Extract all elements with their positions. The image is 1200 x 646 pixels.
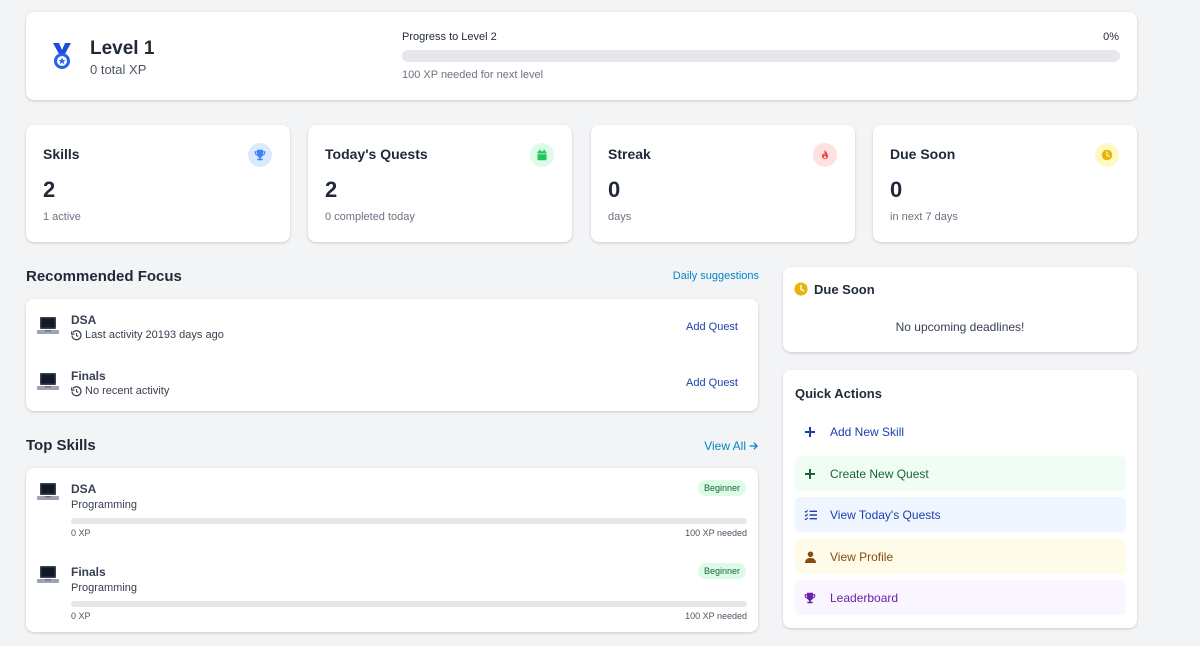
focus-activity: Last activity 20193 days ago bbox=[71, 329, 224, 341]
view-profile-label: View Profile bbox=[830, 549, 894, 564]
leaderboard-label: Leaderboard bbox=[830, 590, 899, 605]
due-soon-title: Due Soon bbox=[814, 282, 875, 297]
add-new-skill-button[interactable]: Add New Skill bbox=[795, 414, 1126, 449]
top-skills-card: DSA Programming Beginner 0 XP 100 XP nee… bbox=[26, 468, 758, 632]
recommended-focus-title: Recommended Focus bbox=[26, 268, 182, 285]
fire-icon bbox=[813, 143, 837, 167]
view-all-link[interactable]: View All bbox=[704, 439, 759, 453]
list-check-icon bbox=[802, 507, 818, 523]
view-profile-button[interactable]: View Profile bbox=[795, 539, 1126, 574]
stat-card-due-soon: Due Soon 0 in next 7 days bbox=[873, 125, 1137, 242]
focus-activity-text: No recent activity bbox=[85, 385, 170, 397]
skill-xp-needed: 100 XP needed bbox=[685, 528, 747, 538]
skill-level-badge: Beginner bbox=[697, 480, 746, 496]
daily-suggestions-link[interactable]: Daily suggestions bbox=[672, 270, 759, 282]
leaderboard-button[interactable]: Leaderboard bbox=[795, 580, 1126, 615]
view-all-label: View All bbox=[704, 439, 746, 453]
stat-sub: days bbox=[608, 211, 632, 223]
stat-value: 2 bbox=[43, 177, 56, 202]
medal-icon bbox=[53, 43, 71, 69]
stat-sub: in next 7 days bbox=[890, 211, 958, 223]
skill-xp-needed: 100 XP needed bbox=[685, 611, 747, 621]
focus-activity: No recent activity bbox=[71, 385, 169, 397]
progress-percent: 0% bbox=[1103, 31, 1119, 43]
skill-name: Finals bbox=[71, 565, 106, 579]
skill-xp: 0 XP bbox=[71, 528, 91, 538]
focus-skill-name: DSA bbox=[71, 313, 97, 327]
skill-category: Programming bbox=[71, 499, 138, 511]
stat-sub: 0 completed today bbox=[325, 211, 415, 223]
recommended-focus-card: DSA Last activity 20193 days ago Add Que… bbox=[26, 299, 758, 411]
skill-progress-bar bbox=[71, 518, 747, 524]
stat-sub: 1 active bbox=[43, 211, 81, 223]
total-xp: 0 total XP bbox=[90, 62, 147, 77]
clock-icon bbox=[1095, 143, 1119, 167]
due-soon-card: Due Soon No upcoming deadlines! bbox=[783, 267, 1137, 352]
focus-activity-text: Last activity 20193 days ago bbox=[85, 329, 224, 341]
view-todays-quests-label: View Today's Quests bbox=[830, 507, 941, 522]
stat-title: Today's Quests bbox=[325, 146, 428, 162]
stat-title: Due Soon bbox=[890, 146, 956, 162]
stat-value: 0 bbox=[608, 177, 621, 202]
skill-progress-bar bbox=[71, 601, 747, 607]
level-progress-bar bbox=[402, 50, 1120, 62]
create-new-quest-label: Create New Quest bbox=[830, 466, 929, 481]
stat-card-quests: Today's Quests 2 0 completed today bbox=[308, 125, 572, 242]
trophy-icon bbox=[248, 143, 272, 167]
top-skills-title: Top Skills bbox=[26, 437, 96, 454]
level-card: Level 1 0 total XP Progress to Level 2 0… bbox=[26, 12, 1137, 100]
calendar-icon bbox=[530, 143, 554, 167]
add-new-skill-label: Add New Skill bbox=[830, 424, 905, 439]
stat-card-streak: Streak 0 days bbox=[591, 125, 855, 242]
arrow-right-icon bbox=[749, 442, 759, 450]
progress-label: Progress to Level 2 bbox=[402, 31, 497, 43]
laptop-icon bbox=[37, 373, 59, 390]
skill-level-badge: Beginner bbox=[697, 563, 746, 579]
laptop-icon bbox=[37, 317, 59, 334]
stat-value: 2 bbox=[325, 177, 338, 202]
stat-card-skills: Skills 2 1 active bbox=[26, 125, 290, 242]
plus-icon bbox=[802, 466, 818, 482]
create-new-quest-button[interactable]: Create New Quest bbox=[795, 456, 1126, 491]
level-title: Level 1 bbox=[90, 38, 155, 59]
history-icon bbox=[71, 329, 82, 340]
focus-item: DSA Last activity 20193 days ago Add Que… bbox=[26, 299, 758, 355]
focus-item: Finals No recent activity Add Quest bbox=[26, 355, 758, 411]
view-todays-quests-button[interactable]: View Today's Quests bbox=[795, 497, 1126, 532]
quick-actions-title: Quick Actions bbox=[795, 386, 882, 401]
focus-skill-name: Finals bbox=[71, 369, 106, 383]
laptop-icon bbox=[37, 566, 59, 583]
stat-value: 0 bbox=[890, 177, 903, 202]
clock-icon bbox=[794, 282, 808, 296]
skill-name: DSA bbox=[71, 482, 97, 496]
stat-title: Skills bbox=[43, 146, 80, 162]
due-soon-empty: No upcoming deadlines! bbox=[895, 320, 1025, 334]
add-quest-button[interactable]: Add Quest bbox=[686, 377, 738, 389]
add-quest-button[interactable]: Add Quest bbox=[686, 321, 738, 333]
trophy-icon bbox=[802, 590, 818, 606]
plus-icon bbox=[802, 424, 818, 440]
skill-category: Programming bbox=[71, 582, 138, 594]
history-icon bbox=[71, 385, 82, 396]
stat-title: Streak bbox=[608, 146, 651, 162]
user-icon bbox=[802, 549, 818, 565]
laptop-icon bbox=[37, 483, 59, 500]
progress-note: 100 XP needed for next level bbox=[402, 69, 544, 81]
quick-actions-card: Quick Actions Add New Skill Create New Q… bbox=[783, 370, 1137, 628]
skill-xp: 0 XP bbox=[71, 611, 91, 621]
